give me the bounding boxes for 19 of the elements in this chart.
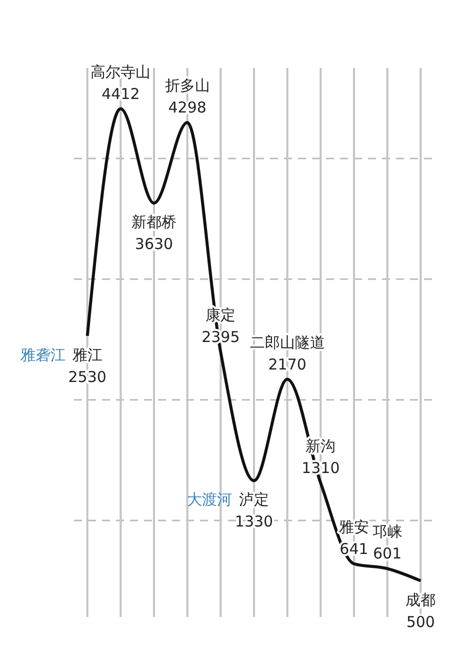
- data-label: 500: [406, 612, 435, 631]
- data-label: 601: [373, 544, 402, 563]
- x-tick-label: 新都桥: [132, 213, 176, 232]
- data-label: 2530: [68, 368, 106, 386]
- x-tick-label: 二郎山隧道: [250, 333, 325, 352]
- x-tick-label: 成都: [406, 590, 436, 609]
- x-tick-label: 雅江: [72, 346, 102, 364]
- x-tick-label: 高尔寺山: [90, 62, 151, 81]
- x-tick-label: 泸定: [239, 490, 269, 509]
- annotation: 大渡河: [187, 490, 232, 509]
- data-label: 4412: [102, 84, 140, 103]
- data-label: 4298: [168, 98, 206, 117]
- x-tick-label: 折多山: [164, 76, 210, 95]
- data-label: 1330: [234, 512, 274, 531]
- x-tick-label: 邛崃: [372, 522, 402, 541]
- data-label: 3630: [134, 235, 174, 254]
- annotation: 雅砻江: [20, 346, 66, 364]
- x-tick-label: 雅安: [339, 518, 369, 536]
- data-label: 2170: [268, 355, 306, 374]
